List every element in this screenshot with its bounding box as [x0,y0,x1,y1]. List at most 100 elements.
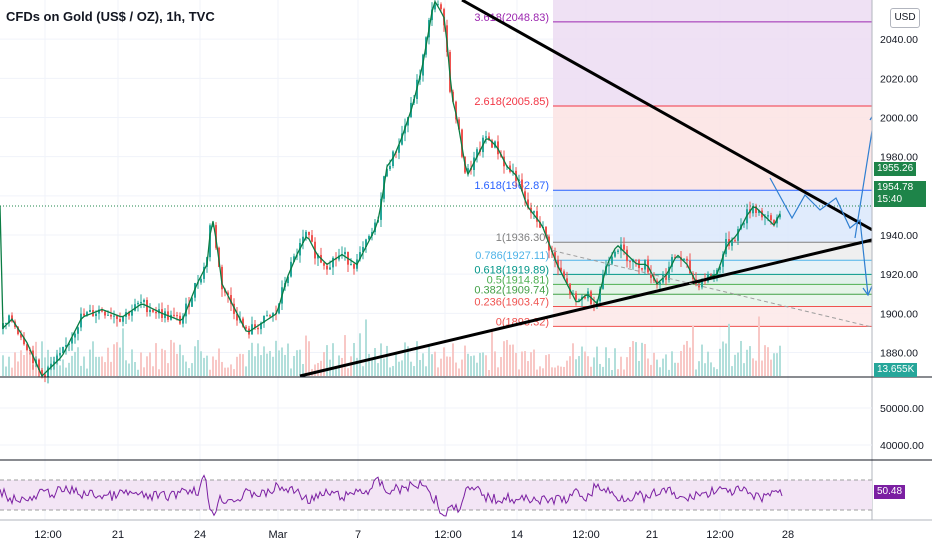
volume-bar [398,361,400,376]
candle-body [641,268,643,270]
volume-bar [149,352,151,376]
volume-bar [743,363,745,376]
volume-bar [89,349,91,376]
volume-bar [134,361,136,376]
candle-body [323,262,325,266]
rsi-value-label: 50.48 [874,485,906,499]
candle-body [743,223,745,225]
candle-body [326,265,328,270]
volume-bar [80,365,82,376]
candle-body [98,309,100,314]
volume-bar [512,344,514,376]
fib-zone [553,106,872,191]
price-axis-bg [872,0,932,550]
volume-bar [296,350,298,376]
volume-bar [86,368,88,376]
time-tick-label: 12:00 [706,529,734,541]
candle-body [557,259,559,268]
candle-body [329,267,331,270]
volume-bar [287,343,289,376]
volume-bar [323,352,325,376]
volume-bar [491,331,493,376]
candle-body [260,322,262,330]
volume-bar [764,345,766,376]
volume-bar [746,349,748,376]
upper-price-label: 1955.26 [874,162,917,176]
candle-body [8,315,10,323]
candle-body [110,314,112,317]
candle-body [269,315,271,317]
candle-body [332,257,334,268]
volume-bar [581,346,583,376]
candle-body [95,313,97,317]
candle-body [350,264,352,266]
volume-bar [95,356,97,376]
candle-body [617,250,619,252]
volume-bar [605,347,607,376]
candle-body [533,211,535,213]
volume-bar [521,351,523,376]
candle-body [755,205,757,213]
volume-bar [650,364,652,376]
volume-bar [662,358,664,376]
volume-bar [566,360,568,376]
volume-bar [71,355,73,376]
candle-body [758,210,760,213]
candle-body [599,288,601,302]
candle-body [359,252,361,260]
volume-bar [563,366,565,376]
chart-title: CFDs on Gold (US$ / OZ), 1h, TVC [6,9,215,24]
volume-bar [215,359,217,376]
volume-bar [152,366,154,376]
candle-body [89,310,91,313]
volume-bar [431,354,433,376]
volume-bar [275,340,277,376]
candle-body [362,247,364,253]
candle-body [227,292,229,296]
candle-body [47,367,49,378]
volume-bar [725,343,727,376]
fib-zone [553,190,872,243]
volume-bar [5,366,7,376]
candle-body [524,191,526,200]
candle-body [779,214,781,218]
volume-bar [533,349,535,376]
price-tick-label: 2020.00 [880,73,918,85]
volume-bar [302,363,304,376]
volume-bar [551,367,553,376]
volume-bar [320,360,322,376]
volume-bar [83,356,85,376]
volume-bar [629,347,631,376]
volume-bar [92,341,94,376]
volume-bar [263,346,265,376]
candle-body [386,169,388,177]
volume-bar [707,351,709,376]
volume-bar [572,343,574,376]
volume-bar [530,352,532,376]
volume-bar [671,351,673,376]
volume-bar [482,352,484,376]
volume-bar [626,357,628,376]
time-tick-label: 21 [646,529,658,541]
candle-body [287,276,289,283]
volume-bar [185,361,187,376]
volume-bar [515,352,517,376]
candle-body [191,297,193,307]
volume-bar [488,369,490,376]
volume-bar [170,339,172,376]
candle-body [665,274,667,280]
candle-body [53,361,55,364]
candle-body [86,312,88,316]
volume-bar [101,356,103,376]
volume-bar [506,339,508,376]
currency-button[interactable]: USD [890,8,920,28]
time-tick-label: 7 [355,529,361,541]
volume-bar [524,351,526,376]
candle-body [65,345,67,347]
volume-bar [425,366,427,376]
candle-body [317,254,319,259]
candle-body [629,261,631,263]
candle-body [770,215,772,221]
volume-bar [701,344,703,376]
